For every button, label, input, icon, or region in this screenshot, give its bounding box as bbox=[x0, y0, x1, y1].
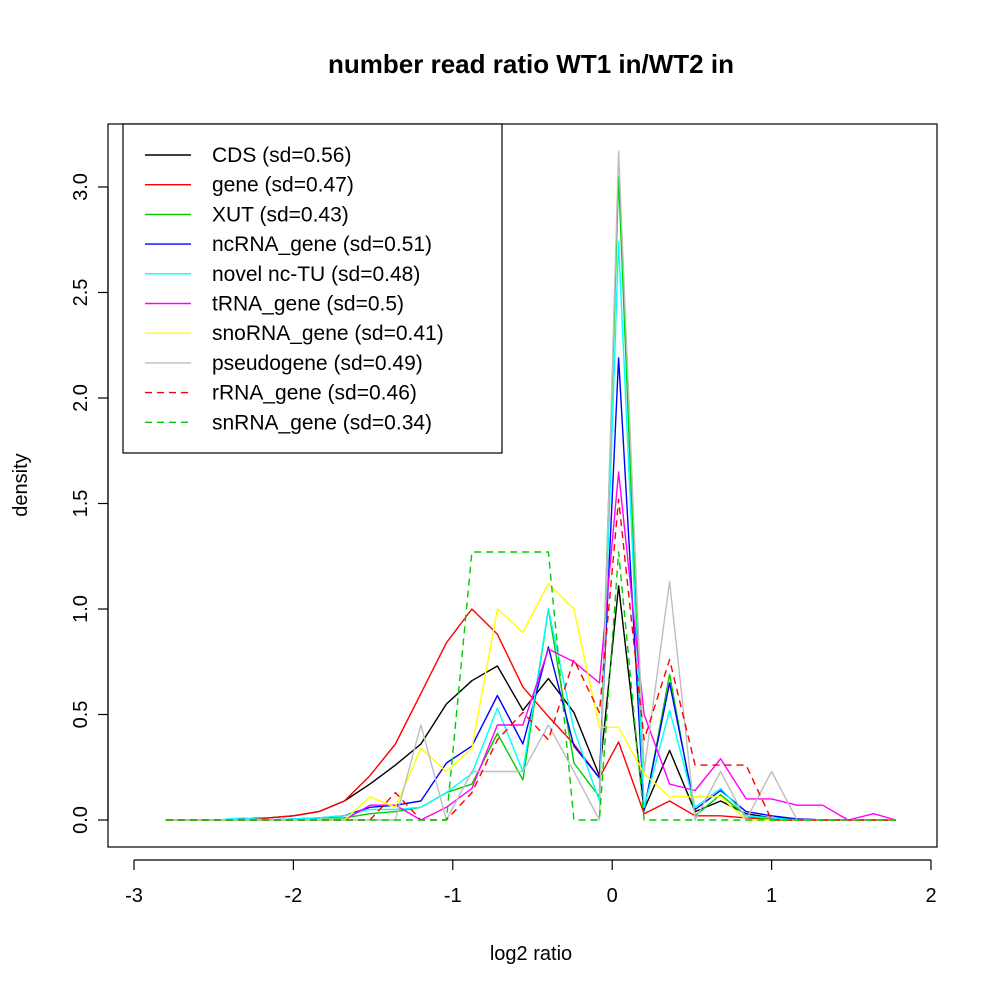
y-tick-label: 0.5 bbox=[70, 701, 92, 729]
y-axis-label: density bbox=[10, 453, 32, 516]
x-tick-label: -3 bbox=[125, 885, 143, 907]
legend-label: pseudogene (sd=0.49) bbox=[212, 352, 423, 375]
x-axis-label: log2 ratio bbox=[490, 943, 572, 965]
legend-box bbox=[122, 123, 503, 454]
legend-label: snoRNA_gene (sd=0.41) bbox=[212, 322, 444, 345]
legend-label: novel nc-TU (sd=0.48) bbox=[212, 263, 420, 286]
y-tick-label: 2.0 bbox=[70, 384, 92, 412]
y-tick-label: 3.0 bbox=[70, 173, 92, 201]
x-tick-label: -1 bbox=[444, 885, 462, 907]
series-line-novel bbox=[165, 241, 896, 821]
x-axis: -3 -2 -1 0 1 2 bbox=[125, 859, 937, 907]
chart-title: number read ratio WT1 in/WT2 in bbox=[328, 49, 734, 79]
series-line-gene bbox=[165, 608, 896, 821]
y-tick-label: 1.5 bbox=[70, 490, 92, 518]
legend-label: CDS (sd=0.56) bbox=[212, 144, 351, 167]
y-tick-label: 2.5 bbox=[70, 279, 92, 307]
x-tick-label: 2 bbox=[925, 885, 936, 907]
x-tick-label: -2 bbox=[285, 885, 303, 907]
x-tick-label: 1 bbox=[766, 885, 777, 907]
series-line-snrna-gene bbox=[165, 551, 896, 821]
legend-label: gene (sd=0.47) bbox=[212, 174, 354, 197]
y-axis: 0.0 0.5 1.0 1.5 2.0 2.5 3.0 bbox=[70, 173, 109, 834]
legend: CDS (sd=0.56) gene (sd=0.47) XUT (sd=0.43)… bbox=[122, 123, 503, 454]
legend-label: snRNA_gene (sd=0.34) bbox=[212, 411, 432, 434]
y-tick-label: 1.0 bbox=[70, 595, 92, 623]
legend-label: rRNA_gene (sd=0.46) bbox=[212, 382, 417, 405]
legend-label: ncRNA_gene (sd=0.51) bbox=[212, 233, 432, 256]
legend-label: tRNA_gene (sd=0.5) bbox=[212, 293, 404, 316]
legend-label: XUT (sd=0.43) bbox=[212, 203, 349, 226]
series-layer bbox=[165, 150, 897, 821]
x-tick-label: 0 bbox=[607, 885, 618, 907]
y-tick-label: 0.0 bbox=[70, 806, 92, 834]
